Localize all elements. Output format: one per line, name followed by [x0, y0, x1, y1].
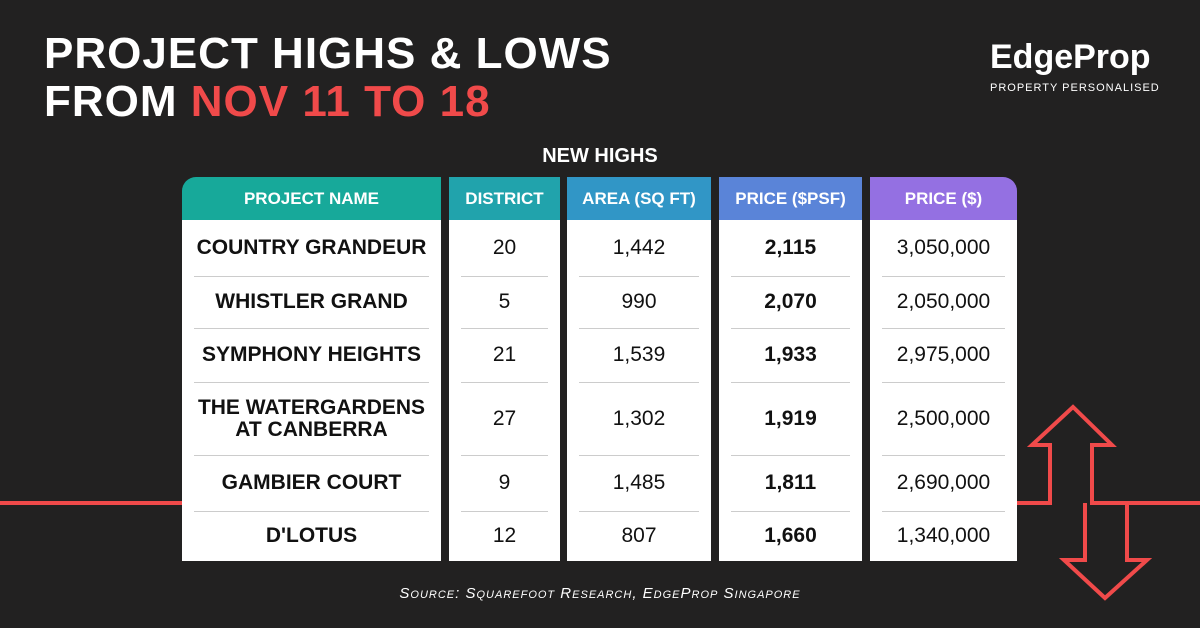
- row-separator: [882, 382, 1005, 383]
- row-separator: [882, 455, 1005, 456]
- row-separator: [461, 382, 548, 383]
- table-cell: 1,340,000: [896, 524, 991, 547]
- table-cell: 2,070: [764, 290, 817, 313]
- row-separator: [731, 511, 850, 512]
- table-cell: 3,050,000: [896, 236, 991, 259]
- logo-name: EdgeProp: [990, 38, 1151, 76]
- title-line: PROJECT HIGHS & LOWS: [44, 29, 612, 78]
- table-cell: 2,050,000: [896, 290, 991, 313]
- row-separator: [579, 328, 699, 329]
- table-cell: 2,690,000: [896, 471, 991, 494]
- row-separator: [194, 382, 429, 383]
- row-separator: [461, 511, 548, 512]
- table-cell: 1,302: [612, 406, 666, 430]
- table-cell: 12: [492, 524, 517, 547]
- row-separator: [194, 276, 429, 277]
- table-cell: 990: [621, 290, 657, 313]
- column-header: DISTRICT: [449, 177, 560, 220]
- column-header: PRICE ($PSF): [719, 177, 862, 220]
- title-prefix: FROM: [44, 77, 178, 126]
- table-cell: 1,919: [764, 406, 817, 430]
- row-separator: [461, 328, 548, 329]
- row-separator: [882, 276, 1005, 277]
- row-separator: [579, 455, 699, 456]
- column-header: AREA (SQ FT): [567, 177, 711, 220]
- table-cell: 1,660: [764, 524, 817, 547]
- title-highlight: NOV 11 TO 18: [190, 77, 491, 126]
- row-separator: [461, 276, 548, 277]
- table-cell: 1,811: [764, 471, 817, 494]
- table-cell: 1,539: [612, 343, 666, 366]
- table-cell: WHISTLER GRAND: [215, 290, 408, 313]
- row-separator: [579, 382, 699, 383]
- row-separator: [731, 455, 850, 456]
- table-title: NEW HIGHS: [542, 145, 658, 167]
- logo-tagline: PROPERTY PERSONALISED: [990, 82, 1160, 94]
- table-cell: 2,115: [764, 236, 817, 259]
- table-cell: 2,975,000: [896, 343, 991, 366]
- row-separator: [579, 511, 699, 512]
- source: Source: Squarefoot Research, EdgeProp Si…: [399, 585, 801, 602]
- table-cell: 1,933: [764, 343, 817, 366]
- table-cell: 5: [498, 290, 511, 313]
- table-cell: SYMPHONY HEIGHTS: [202, 343, 421, 366]
- row-separator: [194, 328, 429, 329]
- table-cell: GAMBIER COURT: [221, 471, 402, 494]
- row-separator: [882, 511, 1005, 512]
- table-cell: 1,442: [612, 236, 666, 259]
- table-cell: COUNTRY GRANDEUR: [196, 236, 427, 259]
- row-separator: [194, 455, 429, 456]
- table-cell: 20: [492, 236, 517, 259]
- table-cell: 21: [492, 343, 517, 366]
- row-separator: [731, 328, 850, 329]
- table-cell: THE WATERGARDENS AT CANBERRA: [197, 395, 426, 441]
- table-cell: 2,500,000: [896, 406, 991, 430]
- table-cell: 27: [492, 406, 517, 430]
- table-cell: 807: [621, 524, 657, 547]
- row-separator: [731, 276, 850, 277]
- column-header: PROJECT NAME: [182, 177, 441, 220]
- row-separator: [461, 455, 548, 456]
- title-line: FROM NOV 11 TO 18: [44, 78, 491, 126]
- row-separator: [194, 511, 429, 512]
- table-cell: D'LOTUS: [265, 524, 358, 547]
- row-separator: [882, 328, 1005, 329]
- row-separator: [579, 276, 699, 277]
- column-header: PRICE ($): [870, 177, 1017, 220]
- table-cell: 9: [498, 471, 511, 494]
- row-separator: [731, 382, 850, 383]
- table-cell: 1,485: [612, 471, 666, 494]
